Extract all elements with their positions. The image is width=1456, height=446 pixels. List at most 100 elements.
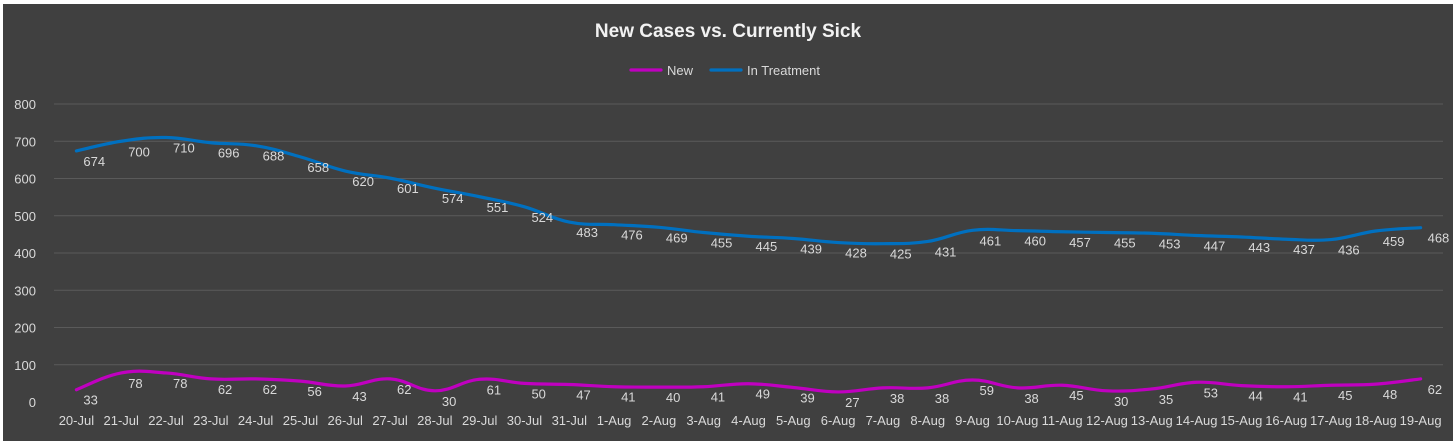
data-label-new: 39: [800, 390, 814, 405]
data-label-in-treatment: 460: [1024, 234, 1046, 249]
y-tick-label: 600: [14, 172, 36, 187]
data-label-new: 62: [263, 382, 277, 397]
data-label-in-treatment: 696: [218, 146, 240, 161]
data-label-new: 43: [352, 389, 366, 404]
series-lines: [74, 135, 1423, 394]
data-label-new: 56: [307, 384, 321, 399]
data-label-in-treatment: 524: [531, 210, 553, 225]
data-label-new: 38: [890, 391, 904, 406]
chart-area: New Cases vs. Currently Sick New In Treat…: [3, 4, 1453, 441]
data-label-in-treatment: 658: [307, 160, 329, 175]
x-tick-label: 28-Jul: [417, 413, 453, 428]
x-tick-label: 22-Jul: [148, 413, 184, 428]
x-tick-label: 25-Jul: [283, 413, 319, 428]
x-tick-label: 26-Jul: [328, 413, 364, 428]
chart-title: New Cases vs. Currently Sick: [595, 21, 862, 42]
y-tick-label: 100: [14, 358, 36, 373]
line-chart: New Cases vs. Currently Sick New In Treat…: [14, 21, 1449, 428]
data-label-new: 49: [756, 387, 770, 402]
data-label-in-treatment: 468: [1428, 231, 1450, 246]
x-tick-label: 2-Aug: [642, 413, 677, 428]
data-label-in-treatment: 447: [1204, 238, 1226, 253]
data-label-new: 38: [1024, 391, 1038, 406]
x-tick-label: 16-Aug: [1265, 413, 1307, 428]
x-tick-label: 19-Aug: [1400, 413, 1442, 428]
x-axis-ticks: 20-Jul 21-Jul 22-Jul 23-Jul 24-Jul 25-Jul 26-J…: [59, 413, 1442, 428]
data-label-new: 45: [1338, 388, 1352, 403]
y-tick-label: 400: [14, 246, 36, 261]
data-label-in-treatment: 674: [83, 154, 105, 169]
data-label-new: 47: [576, 387, 590, 402]
x-tick-label: 1-Aug: [597, 413, 632, 428]
data-label-new: 38: [935, 391, 949, 406]
data-label-in-treatment: 445: [756, 239, 778, 254]
x-tick-label: 10-Aug: [996, 413, 1038, 428]
data-label-new: 62: [218, 382, 232, 397]
data-label-new: 30: [1114, 394, 1128, 409]
series-line-in-treatment: [74, 135, 1423, 246]
data-label-in-treatment: 710: [173, 141, 195, 156]
x-tick-label: 8-Aug: [910, 413, 945, 428]
x-tick-label: 14-Aug: [1176, 413, 1218, 428]
data-label-in-treatment: 688: [263, 149, 285, 164]
data-label-in-treatment: 476: [621, 228, 643, 243]
x-tick-label: 31-Jul: [552, 413, 588, 428]
x-tick-label: 13-Aug: [1131, 413, 1173, 428]
data-label-new: 50: [531, 386, 545, 401]
x-tick-label: 23-Jul: [193, 413, 229, 428]
gridlines: [54, 103, 1443, 366]
data-label-new: 62: [397, 382, 411, 397]
data-labels: 33 78 78 62 62 56 43 62 30 61 50 47 41 40 41 49 39 27 38 38…: [83, 141, 1449, 410]
x-tick-label: 6-Aug: [821, 413, 856, 428]
y-tick-label: 500: [14, 209, 36, 224]
data-label-new: 78: [173, 376, 187, 391]
data-label-in-treatment: 551: [487, 200, 509, 215]
x-tick-label: 29-Jul: [462, 413, 498, 428]
data-label-in-treatment: 437: [1293, 242, 1315, 257]
data-label-new: 41: [711, 390, 725, 405]
data-label-in-treatment: 425: [890, 247, 912, 262]
data-label-in-treatment: 436: [1338, 243, 1360, 258]
data-label-in-treatment: 469: [666, 230, 688, 245]
y-tick-label: 300: [14, 283, 36, 298]
x-tick-label: 9-Aug: [955, 413, 990, 428]
x-tick-label: 18-Aug: [1355, 413, 1397, 428]
x-tick-label: 3-Aug: [686, 413, 721, 428]
y-tick-label: 0: [29, 395, 36, 410]
legend-label-new: New: [667, 63, 694, 78]
data-label-new: 78: [128, 376, 142, 391]
y-tick-label: 800: [14, 97, 36, 112]
data-label-new: 62: [1428, 382, 1442, 397]
x-tick-label: 7-Aug: [866, 413, 901, 428]
data-label-in-treatment: 461: [980, 233, 1002, 248]
data-label-new: 35: [1159, 392, 1173, 407]
y-tick-label: 700: [14, 134, 36, 149]
data-label-new: 44: [1248, 389, 1262, 404]
x-tick-label: 20-Jul: [59, 413, 95, 428]
legend-label-in-treatment: In Treatment: [747, 63, 820, 78]
x-tick-label: 4-Aug: [731, 413, 766, 428]
data-label-new: 30: [442, 394, 456, 409]
data-label-new: 41: [1293, 390, 1307, 405]
x-tick-label: 17-Aug: [1310, 413, 1352, 428]
data-label-in-treatment: 453: [1159, 236, 1181, 251]
data-label-in-treatment: 620: [352, 174, 374, 189]
data-label-in-treatment: 601: [397, 181, 419, 196]
data-label-in-treatment: 457: [1069, 235, 1091, 250]
data-label-in-treatment: 455: [711, 236, 733, 251]
x-tick-label: 27-Jul: [372, 413, 408, 428]
legend: New In Treatment: [629, 63, 820, 78]
data-label-in-treatment: 700: [128, 144, 150, 159]
data-label-in-treatment: 574: [442, 191, 464, 206]
data-label-new: 61: [487, 382, 501, 397]
x-tick-label: 30-Jul: [507, 413, 543, 428]
y-tick-label: 200: [14, 321, 36, 336]
x-tick-label: 24-Jul: [238, 413, 274, 428]
data-label-new: 40: [666, 390, 680, 405]
data-label-new: 45: [1069, 388, 1083, 403]
series-line-new: [74, 369, 1423, 394]
data-label-in-treatment: 459: [1383, 234, 1405, 249]
data-label-new: 27: [845, 395, 859, 410]
data-label-in-treatment: 443: [1248, 240, 1270, 255]
